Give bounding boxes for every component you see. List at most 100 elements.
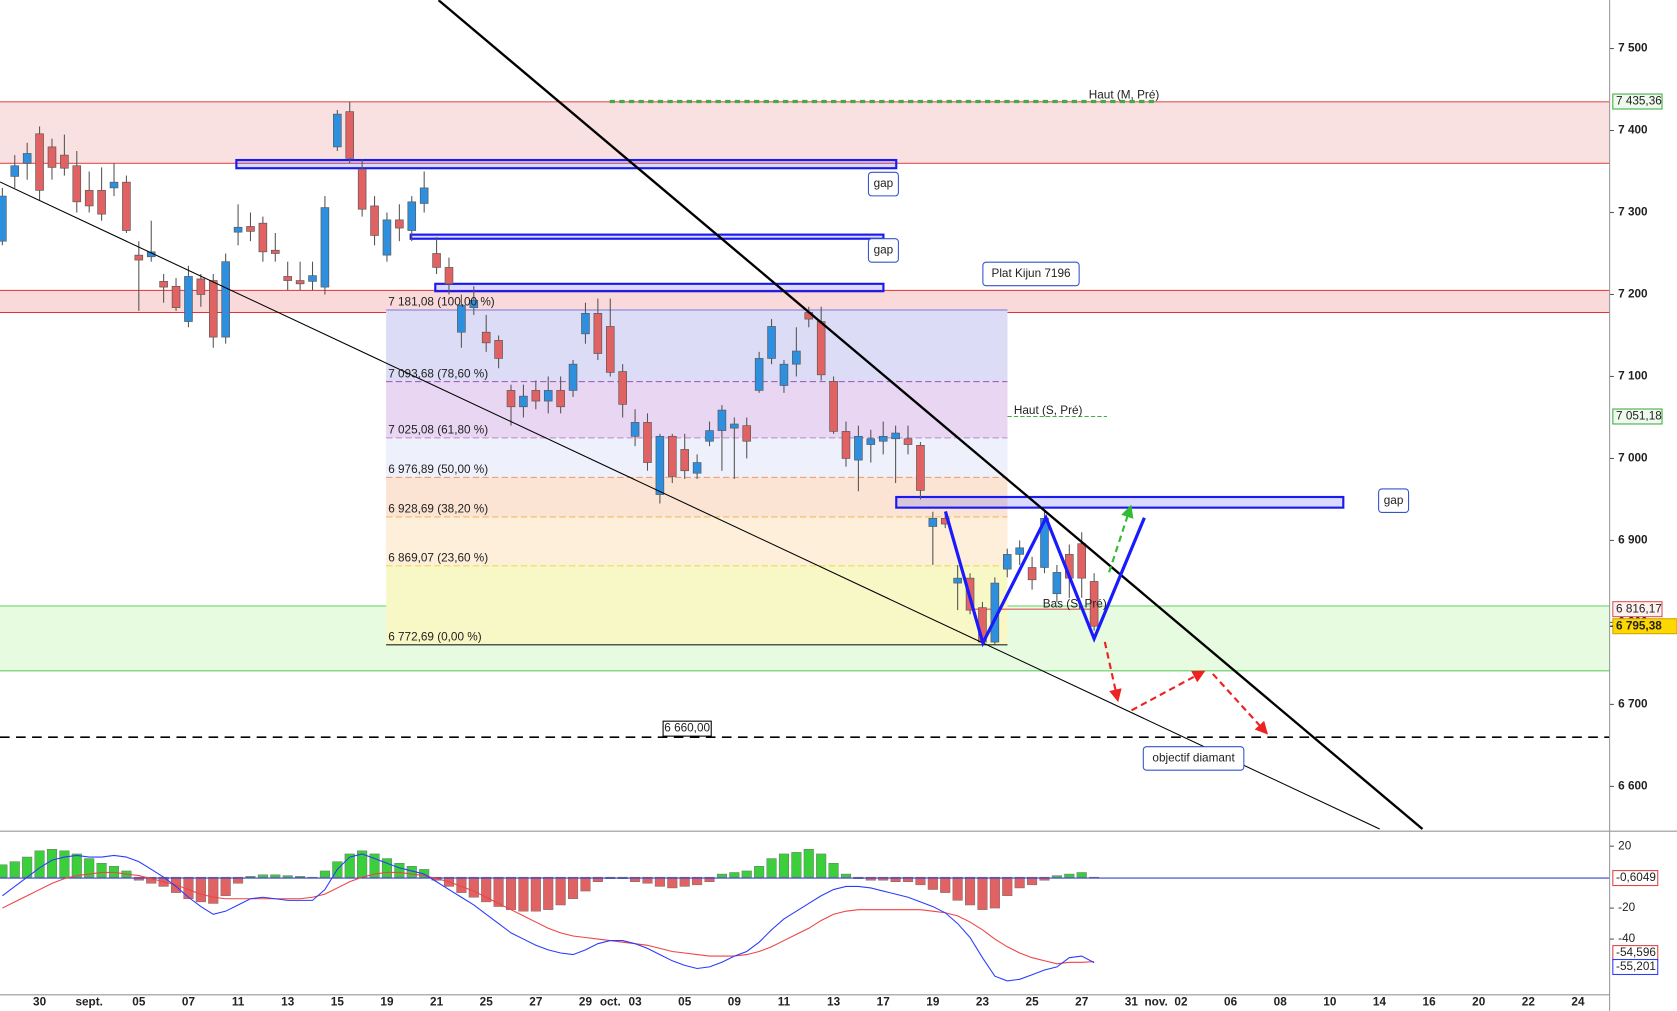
x-tick-label: 05	[678, 995, 692, 1008]
histogram-bar	[233, 876, 244, 884]
histogram-bar	[282, 875, 293, 878]
histogram-bar	[505, 876, 517, 910]
x-tick-label: 09	[728, 995, 742, 1008]
x-tick-label: 11	[778, 995, 791, 1008]
x-tick-label: 03	[629, 995, 643, 1008]
gap-label-box	[1378, 488, 1410, 513]
candle-body	[457, 304, 466, 333]
candle-body	[841, 431, 851, 459]
price-tag	[1612, 958, 1659, 976]
candle-body	[878, 435, 888, 442]
candle-body	[1002, 554, 1012, 570]
histogram-bar	[71, 853, 82, 878]
histogram-bar	[369, 853, 380, 878]
price-tag	[1612, 870, 1659, 887]
background-layer	[0, 99, 1610, 739]
histogram-bar	[133, 876, 144, 881]
histogram-bar	[778, 853, 789, 878]
histogram-bar	[555, 876, 566, 906]
candle-body	[333, 113, 342, 148]
candle-body	[419, 187, 429, 204]
candle-body	[1077, 543, 1086, 579]
histogram-bar	[865, 876, 876, 881]
candle-body	[271, 249, 280, 254]
histogram-bar	[108, 866, 120, 878]
histogram-bar	[195, 876, 206, 903]
histogram-bar	[1027, 876, 1038, 886]
histogram-bar	[518, 876, 529, 912]
histogram-bar	[245, 876, 256, 878]
candle-body	[60, 154, 69, 169]
histogram-bar	[46, 849, 58, 878]
candle-body	[953, 577, 962, 584]
histogram-bar	[580, 876, 591, 892]
x-tick-label: 07	[182, 995, 196, 1008]
x-tick-label: 11	[232, 995, 245, 1008]
x-tick-label: oct.	[600, 995, 621, 1008]
candle-body	[1052, 572, 1062, 595]
x-tick-label: 14	[1373, 995, 1387, 1008]
candle-body	[208, 280, 218, 338]
candle-body	[903, 438, 913, 445]
histogram-bar	[96, 862, 107, 878]
candle-body	[233, 226, 243, 233]
histogram-bar	[915, 876, 926, 886]
histogram-bar	[1051, 875, 1062, 878]
x-tick-label: 22	[1522, 995, 1536, 1008]
price-tag-label: -0,6049	[1616, 871, 1656, 884]
histogram-bar	[543, 876, 554, 910]
candle-body	[1015, 547, 1024, 555]
candle-body	[258, 222, 268, 253]
histogram-bar	[220, 876, 231, 896]
y-tick-label: -20	[1618, 901, 1635, 914]
candle-body	[668, 435, 677, 477]
candle-body	[568, 363, 578, 391]
x-tick-label: 05	[132, 995, 146, 1008]
candle-body	[184, 276, 193, 322]
histogram-bar	[344, 853, 355, 878]
histogram-bar	[803, 849, 814, 878]
histogram-bar	[754, 866, 765, 878]
x-tick-label: sept.	[75, 995, 102, 1008]
zone	[0, 101, 1610, 164]
arrow	[1212, 673, 1269, 735]
histogram-bar	[468, 876, 479, 898]
candle-body	[680, 449, 689, 472]
histogram-bar	[9, 861, 20, 878]
histogram-bar	[208, 876, 219, 904]
histogram-bar	[692, 876, 703, 886]
candle-body	[134, 254, 144, 261]
label-layer: 7 181,08 (100,00 %) 7 093,68 (78,60 %) 7 0…	[33, 42, 1677, 1008]
histogram-bar	[592, 876, 603, 882]
fib-label: 6 772,69 (0,00 %)	[388, 630, 481, 643]
x-tick-label: 29	[579, 995, 593, 1008]
histogram-bar	[34, 850, 45, 878]
candle-body	[72, 165, 82, 203]
x-tick-label: 16	[1423, 995, 1437, 1008]
candle-body	[643, 422, 652, 463]
histogram-bar	[295, 876, 306, 878]
annotation: objectif diamant	[1152, 752, 1235, 765]
x-tick-label: 27	[1075, 995, 1089, 1008]
histogram-bar	[568, 876, 579, 900]
candle-body	[10, 165, 20, 177]
candle-body	[444, 267, 454, 285]
fib-label: 7 093,68 (78,60 %)	[388, 367, 488, 380]
histogram-bar	[816, 853, 827, 878]
candle-body	[432, 253, 441, 268]
histogram-bar	[530, 876, 541, 912]
candle-body	[0, 195, 7, 242]
fib-band	[386, 565, 1008, 645]
x-tick-label: 19	[926, 995, 940, 1008]
candle-body	[928, 517, 938, 527]
histogram-bar	[878, 876, 889, 881]
x-tick-label: 06	[1224, 995, 1238, 1008]
histogram-bar	[1064, 873, 1075, 878]
fib-label: 6 869,07 (23,60 %)	[388, 551, 488, 564]
x-tick-label: 20	[1472, 995, 1486, 1008]
x-tick-label: 19	[380, 995, 394, 1008]
candle-body	[84, 190, 94, 207]
macd-line	[2, 853, 1095, 982]
candle-body	[916, 445, 925, 491]
price-tag-label: 7 051,18	[1616, 410, 1662, 423]
